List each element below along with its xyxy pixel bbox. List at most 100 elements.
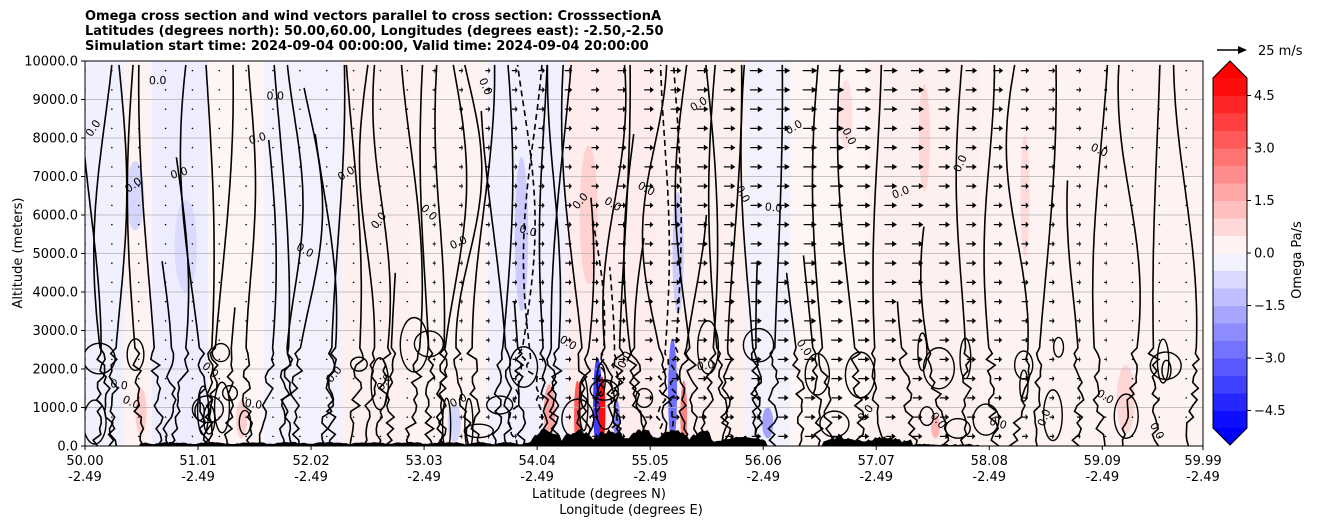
- wind-vector: [432, 240, 436, 247]
- colorbar-outline: [1212, 60, 1248, 446]
- wind-vector-head: [488, 240, 491, 247]
- wind-vector-head: [1105, 202, 1108, 209]
- wind-vector: [272, 339, 274, 341]
- contour-loop: [742, 327, 775, 363]
- wind-vector: [939, 240, 950, 247]
- wind-vector-head: [811, 298, 817, 305]
- colorbar-tick-label: −1.5: [1254, 299, 1286, 314]
- wind-vector: [994, 433, 1002, 440]
- wind-vector: [724, 356, 735, 363]
- contour-loop: [213, 381, 231, 434]
- wind-vector: [1076, 433, 1081, 440]
- y-tick-label: 3000.0: [33, 324, 79, 339]
- colorbar-level: [1213, 340, 1247, 359]
- wind-vector-head: [461, 202, 463, 209]
- wind-vector: [940, 433, 949, 440]
- colorbar-tick-label: 0.0: [1254, 247, 1275, 262]
- wind-vector: [1104, 416, 1107, 418]
- x-tick-label-latitude: 58.08: [971, 454, 1008, 469]
- quiver-key: 25 m/s: [1217, 44, 1303, 59]
- wind-vector: [272, 435, 274, 438]
- wind-vector: [1158, 397, 1161, 399]
- wind-vector: [191, 416, 194, 418]
- wind-vector: [671, 337, 681, 344]
- wind-vector: [406, 339, 409, 341]
- wind-vector-head: [945, 337, 950, 344]
- wind-vector-head: [998, 394, 1002, 401]
- wind-vector-head: [1105, 337, 1107, 344]
- wind-vector: [1076, 67, 1082, 74]
- wind-vector-head: [999, 221, 1003, 228]
- wind-vector: [617, 106, 627, 113]
- wind-vector-head: [434, 67, 436, 74]
- wind-vector: [432, 144, 436, 151]
- wind-vector: [325, 185, 328, 187]
- wind-vector-head: [918, 317, 923, 324]
- wind-vector-head: [730, 394, 735, 401]
- wind-vector: [1103, 86, 1108, 93]
- contour-loop: [221, 384, 239, 402]
- wind-vector: [1185, 320, 1188, 322]
- wind-vector-head: [811, 356, 816, 363]
- wind-vector: [272, 281, 274, 284]
- wind-vector: [1158, 377, 1161, 380]
- wind-vector-head: [864, 414, 870, 421]
- wind-vector: [829, 86, 845, 93]
- wind-vector: [830, 183, 844, 190]
- wind-vector: [486, 414, 490, 421]
- wind-vector: [352, 358, 355, 361]
- wind-vector-head: [999, 163, 1003, 170]
- wind-vector-head: [488, 67, 491, 74]
- wind-vector-head: [542, 86, 545, 93]
- wind-vector: [804, 298, 817, 305]
- wind-vector-head: [623, 125, 627, 132]
- wind-vector: [218, 358, 221, 361]
- wind-vector: [777, 356, 789, 363]
- wind-vector: [245, 204, 247, 207]
- wind-vector: [644, 144, 654, 151]
- wind-vector-head: [838, 163, 844, 170]
- wind-vector: [218, 320, 221, 322]
- wind-vector-head: [461, 356, 463, 363]
- contour-line: [179, 64, 210, 446]
- wind-vector: [993, 202, 1003, 209]
- wind-vector-head: [542, 394, 545, 401]
- wind-vector-head: [918, 298, 924, 305]
- wind-vector: [564, 163, 572, 170]
- wind-vector: [966, 317, 977, 324]
- wind-vector: [539, 414, 545, 421]
- wind-vector: [352, 146, 355, 149]
- wind-vector-head: [891, 260, 897, 267]
- wind-vector-head: [650, 106, 654, 113]
- wind-vector: [245, 166, 247, 168]
- wind-vector: [1131, 377, 1134, 380]
- wind-vector: [459, 221, 463, 228]
- wind-vector: [830, 163, 844, 170]
- wind-vector-head: [703, 317, 708, 324]
- wind-vector: [272, 262, 274, 264]
- wind-vector: [218, 223, 221, 226]
- wind-vector: [644, 240, 654, 247]
- wind-vector-head: [811, 394, 816, 401]
- wind-vector: [352, 223, 355, 226]
- wind-vector-head: [1079, 317, 1081, 324]
- wind-vector-head: [811, 260, 817, 267]
- wind-vector-head: [811, 337, 817, 344]
- contour-label: 0.0: [476, 76, 495, 97]
- wind-vector: [245, 146, 247, 149]
- contour-line: [896, 301, 918, 446]
- wind-vector: [538, 86, 545, 93]
- wind-vector: [1104, 240, 1108, 247]
- wind-vector: [432, 86, 436, 93]
- wind-vector: [777, 240, 790, 247]
- contour-label: 0.0: [247, 130, 268, 148]
- wind-vector: [164, 281, 167, 284]
- wind-vector: [857, 221, 871, 228]
- wind-vector: [137, 185, 140, 187]
- wind-vector: [352, 204, 355, 207]
- wind-vector: [137, 127, 140, 130]
- wind-vector: [164, 320, 167, 322]
- contour-line: [273, 64, 294, 446]
- contour-line: [740, 64, 762, 446]
- wind-vector: [751, 298, 762, 305]
